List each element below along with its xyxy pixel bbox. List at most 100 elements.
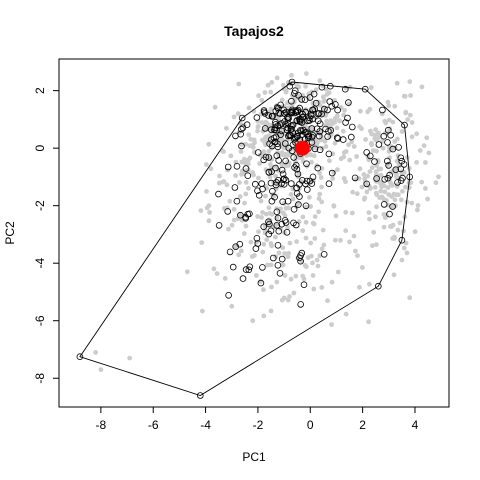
background-point [233,173,239,178]
background-point [229,303,235,309]
sample-point [275,157,283,164]
y-tick-label: -6 [33,315,47,326]
sample-point [304,134,312,141]
background-point [280,262,286,268]
background-point [335,269,341,275]
background-point [379,184,384,190]
background-point [327,158,332,164]
background-point [373,169,379,175]
sample-point [363,180,371,188]
sample-point [274,177,282,184]
background-point [391,272,397,278]
background-point [406,165,412,171]
background-point [285,225,291,230]
sample-point [384,174,392,182]
background-point [256,175,261,181]
sample-point [384,126,392,134]
background-point [399,129,405,134]
sample-point [395,144,402,151]
sample-point [293,165,301,173]
background-point [237,180,242,185]
background-point [408,93,413,98]
background-point [343,209,349,215]
background-point [368,128,373,134]
sample-point [306,114,313,122]
background-point [232,244,238,250]
background-point [224,125,229,131]
background-point [386,103,392,109]
x-tick-label: -6 [148,418,159,432]
background-point [300,273,306,279]
sample-point [280,181,288,188]
background-point [417,148,423,153]
background-point [424,135,430,141]
background-point [347,239,352,245]
sample-point [383,157,391,165]
background-point [354,191,360,197]
background-point [258,198,264,204]
background-point [404,250,410,256]
background-point [367,281,372,287]
sample-point [302,202,310,210]
background-point [315,140,320,146]
background-point [403,184,408,190]
background-point [321,242,327,248]
background-point [227,198,233,204]
background-point [426,150,432,156]
background-point [401,245,407,251]
sample-point [308,125,316,132]
background-point [269,145,274,151]
background-point [362,176,368,182]
background-point [214,271,220,276]
background-point [351,144,357,149]
background-point [317,191,323,197]
background-point [303,83,308,89]
x-tick-label: 4 [412,418,419,432]
background-point [281,86,287,92]
sample-point [389,145,397,153]
convex-hull [79,81,411,396]
sample-point [398,236,406,244]
sample-point [392,166,400,174]
sample-point [266,140,273,148]
sample-point [273,222,281,229]
y-axis: -8 -6 -4 -2 0 2 [33,87,60,384]
sample-point [286,132,294,139]
sample-point [242,165,250,172]
background-point [243,180,249,185]
background-point [366,319,371,325]
background-point [335,167,340,173]
background-point [286,250,291,256]
background-point [347,157,353,163]
background-point [349,210,355,216]
sample-point [255,192,263,199]
sample-point [239,124,247,132]
background-point [309,159,314,165]
background-point [405,117,411,122]
sample-point [294,170,302,178]
background-point [314,257,320,263]
background-point [330,176,336,181]
background-point [366,210,372,216]
background-point [224,182,230,188]
x-axis: -8 -6 -4 -2 0 2 4 [96,406,419,432]
background-point [319,199,325,205]
background-point [347,84,353,90]
background-point [263,193,268,199]
sample-point [265,168,273,176]
sample-point [281,217,289,224]
sample-point [286,82,294,90]
sample-point [366,152,374,160]
background-point [212,104,218,110]
background-point [392,167,398,172]
sample-point [274,140,281,148]
background-point [378,166,384,172]
background-point [276,209,282,215]
background-point [208,166,214,172]
sample-point [284,124,292,132]
background-point [266,205,272,211]
background-point [392,103,398,109]
sample-point [252,245,260,252]
y-tick-label: -2 [33,200,47,211]
background-point [280,82,286,88]
